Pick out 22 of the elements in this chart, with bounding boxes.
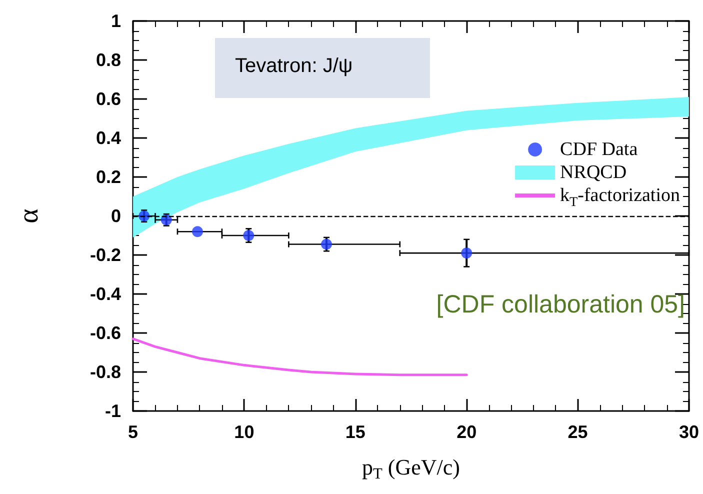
x-tick-label: 15 <box>345 422 366 442</box>
x-tick-label: 30 <box>678 422 700 442</box>
y-tick-label: 0.8 <box>96 50 121 70</box>
legend-label: CDF Data <box>560 139 638 160</box>
y-tick-label: -0.8 <box>90 362 121 382</box>
x-tick-label: 25 <box>568 422 588 442</box>
y-tick-label: 0.2 <box>96 167 121 187</box>
annotation: [CDF collaboration 05] <box>436 290 686 318</box>
y-tick-label: -0.6 <box>90 323 121 343</box>
y-tick-label: 1 <box>110 11 121 31</box>
annotation: Tevatron: J/ψ <box>235 55 353 77</box>
x-tick-label: 5 <box>128 422 138 442</box>
y-tick-label: 0 <box>110 206 121 226</box>
y-tick-label: -0.4 <box>90 284 121 304</box>
legend-label: NRQCD <box>560 162 627 183</box>
x-tick-label: 20 <box>456 422 477 442</box>
x-tick-label: 10 <box>234 422 254 442</box>
y-tick-label: 0.6 <box>96 89 121 109</box>
y-tick-label: -1 <box>104 401 121 421</box>
y-axis-title: α <box>14 208 44 224</box>
y-tick-label: 0.4 <box>96 128 121 148</box>
y-tick-label: -0.2 <box>90 245 121 265</box>
